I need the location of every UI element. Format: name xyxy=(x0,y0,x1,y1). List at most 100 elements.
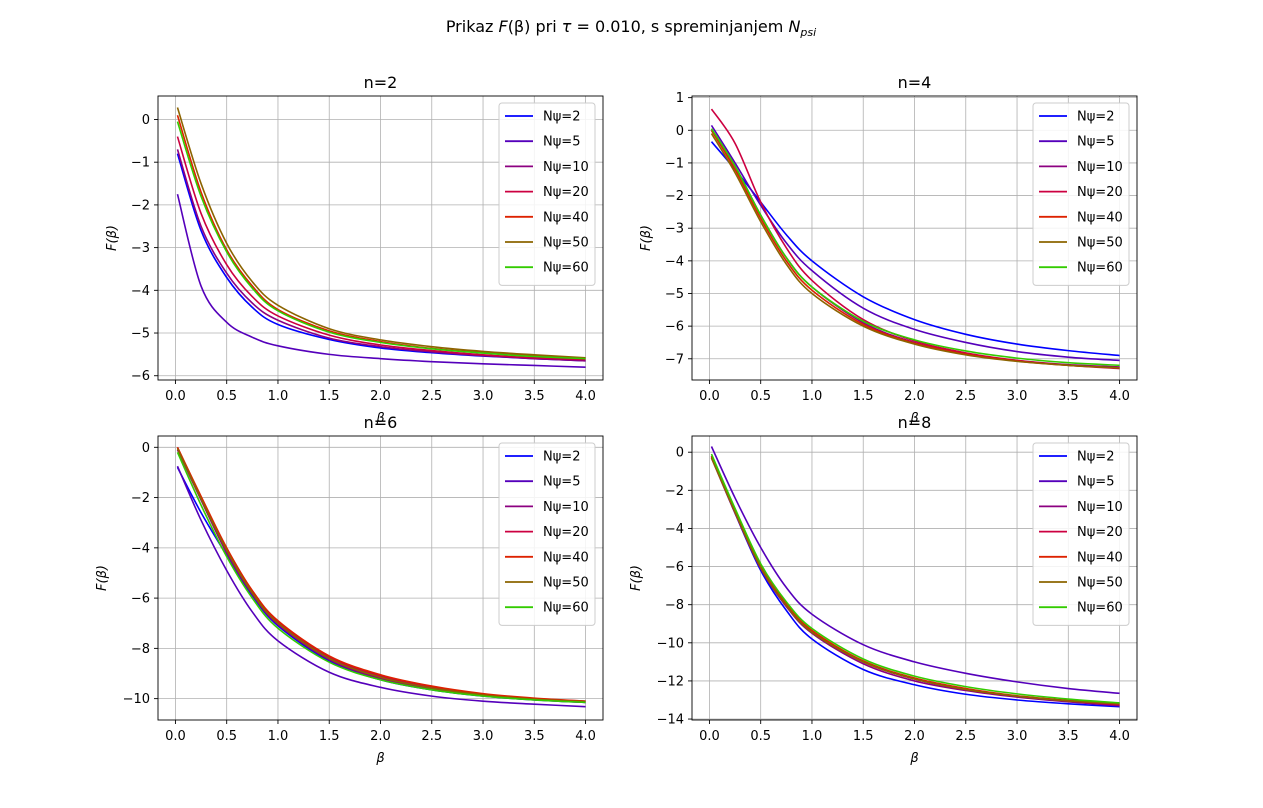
legend-entry-label: Nψ=40 xyxy=(543,550,589,565)
suptitle-part-2: F xyxy=(498,17,508,36)
legend-box xyxy=(498,442,596,626)
legend-entry-label: Nψ=10 xyxy=(1077,160,1123,175)
x-tick-label: 2.5 xyxy=(421,729,442,744)
figure-suptitle: Prikaz F(β) pri τ = 0.010, s spreminjanj… xyxy=(446,17,816,39)
legend-entry-label: Nψ=50 xyxy=(1077,236,1123,251)
series-line-7 xyxy=(710,128,1120,367)
y-tick-label: −2 xyxy=(131,491,150,506)
panel-1: 0.0 0.5 1.0 1.5 2.0 2.5 3.0 3.5 4.0 0 −1 −2 −3 −4 −5 −6… xyxy=(105,73,604,426)
x-tick-label: 2.0 xyxy=(904,389,925,404)
x-tick-label: 3.5 xyxy=(1058,389,1079,404)
y-tick-label: −8 xyxy=(131,642,150,657)
panel-title: n=4 xyxy=(898,73,932,92)
x-tick-label: 0.0 xyxy=(165,729,186,744)
y-tick-label: −5 xyxy=(131,327,150,342)
y-tick-label: −2 xyxy=(665,484,684,499)
x-tick-label: 3.0 xyxy=(473,389,494,404)
legend-entry-label: Nψ=2 xyxy=(543,110,580,125)
legend: Nψ=2 Nψ=5 Nψ=10 Nψ=20 Nψ=40 Nψ=50 Nψ=60 xyxy=(1032,102,1130,286)
y-tick-label: 0 xyxy=(142,441,150,456)
x-tick-label: 1.5 xyxy=(319,729,340,744)
y-tick-label: −14 xyxy=(657,713,684,728)
legend: Nψ=2 Nψ=5 Nψ=10 Nψ=20 Nψ=40 Nψ=50 Nψ=60 xyxy=(498,442,596,626)
x-tick-label: 1.0 xyxy=(268,389,289,404)
series-line-6 xyxy=(176,448,586,703)
x-tick-label: 1.5 xyxy=(319,389,340,404)
series-line-5 xyxy=(176,446,586,702)
y-axis-label: F(β) xyxy=(639,225,654,251)
x-axis-label: β xyxy=(375,411,384,426)
legend-entry-label: Nψ=60 xyxy=(1077,261,1123,276)
x-axis-label: β xyxy=(375,751,384,766)
x-tick-label: 3.5 xyxy=(1058,729,1079,744)
x-tick-label: 3.5 xyxy=(524,729,545,744)
series-line-4 xyxy=(176,136,586,361)
legend-entry-label: Nψ=60 xyxy=(543,601,589,616)
x-tick-label: 3.0 xyxy=(1007,729,1028,744)
x-tick-label: 2.5 xyxy=(421,389,442,404)
legend-box xyxy=(498,102,596,286)
legend-entry-label: Nψ=10 xyxy=(543,160,589,175)
y-tick-label: −2 xyxy=(665,189,684,204)
x-tick-label: 2.5 xyxy=(955,389,976,404)
suptitle-part-4: τ xyxy=(562,17,572,36)
legend-entry-label: Nψ=5 xyxy=(543,135,580,150)
y-tick-label: −6 xyxy=(665,560,684,575)
x-tick-label: 0.5 xyxy=(216,389,237,404)
y-tick-label: −4 xyxy=(131,284,150,299)
x-tick-label: 1.5 xyxy=(853,389,874,404)
x-axis-label: β xyxy=(909,751,918,766)
x-tick-label: 0.5 xyxy=(750,389,771,404)
panel-2: 0.0 0.5 1.0 1.5 2.0 2.5 3.0 3.5 4.0 1 0 −1 −2 −3 −4 −5 −… xyxy=(639,73,1138,426)
y-axis-label: F(β) xyxy=(95,565,110,591)
series-line-6 xyxy=(710,133,1120,369)
x-tick-label: 3.0 xyxy=(1007,389,1028,404)
legend-entry-label: Nψ=40 xyxy=(1077,550,1123,565)
y-tick-label: −6 xyxy=(665,320,684,335)
legend-box xyxy=(1032,442,1130,626)
legend-entry-label: Nψ=20 xyxy=(1077,185,1123,200)
x-tick-label: 2.0 xyxy=(370,389,391,404)
y-tick-label: −12 xyxy=(657,674,684,689)
x-tick-label: 0.0 xyxy=(165,389,186,404)
legend-entry-label: Nψ=50 xyxy=(543,236,589,251)
y-tick-label: −6 xyxy=(131,592,150,607)
legend-entry-label: Nψ=2 xyxy=(1077,450,1114,465)
y-tick-label: −4 xyxy=(131,541,150,556)
x-tick-label: 0.5 xyxy=(750,729,771,744)
legend-entry-label: Nψ=5 xyxy=(543,475,580,490)
series-line-7 xyxy=(710,453,1120,704)
series-line-2 xyxy=(176,194,586,368)
legend-entry-label: Nψ=40 xyxy=(1077,210,1123,225)
series-line-6 xyxy=(176,107,586,359)
legend-entry-label: Nψ=20 xyxy=(543,525,589,540)
x-tick-label: 0.5 xyxy=(216,729,237,744)
legend-entry-label: Nψ=50 xyxy=(1077,576,1123,591)
legend-entry-label: Nψ=5 xyxy=(1077,475,1114,490)
legend-entry-label: Nψ=10 xyxy=(543,500,589,515)
series-line-6 xyxy=(710,457,1120,705)
legend-entry-label: Nψ=60 xyxy=(543,261,589,276)
legend: Nψ=2 Nψ=5 Nψ=10 Nψ=20 Nψ=40 Nψ=50 Nψ=60 xyxy=(1032,442,1130,626)
legend-entry-label: Nψ=5 xyxy=(1077,135,1114,150)
legend-entry-label: Nψ=60 xyxy=(1077,601,1123,616)
panel-title: n=2 xyxy=(364,73,398,92)
x-tick-label: 1.0 xyxy=(268,729,289,744)
y-axis-label: F(β) xyxy=(105,225,120,251)
legend-box xyxy=(1032,102,1130,286)
y-tick-label: −3 xyxy=(131,241,150,256)
legend-entry-label: Nψ=2 xyxy=(1077,110,1114,125)
legend: Nψ=2 Nψ=5 Nψ=10 Nψ=20 Nψ=40 Nψ=50 Nψ=60 xyxy=(498,102,596,286)
suptitle-part-3: (β) pri xyxy=(508,17,562,36)
y-tick-label: 0 xyxy=(676,124,684,139)
x-tick-label: 3.5 xyxy=(524,389,545,404)
y-tick-label: −2 xyxy=(131,198,150,213)
y-tick-label: −7 xyxy=(665,352,684,367)
y-tick-label: −10 xyxy=(123,692,150,707)
y-tick-label: −3 xyxy=(665,222,684,237)
legend-entry-label: Nψ=50 xyxy=(543,576,589,591)
x-tick-label: 2.5 xyxy=(955,729,976,744)
x-tick-label: 2.0 xyxy=(904,729,925,744)
x-tick-label: 1.5 xyxy=(853,729,874,744)
panel-title: n=8 xyxy=(898,413,932,432)
